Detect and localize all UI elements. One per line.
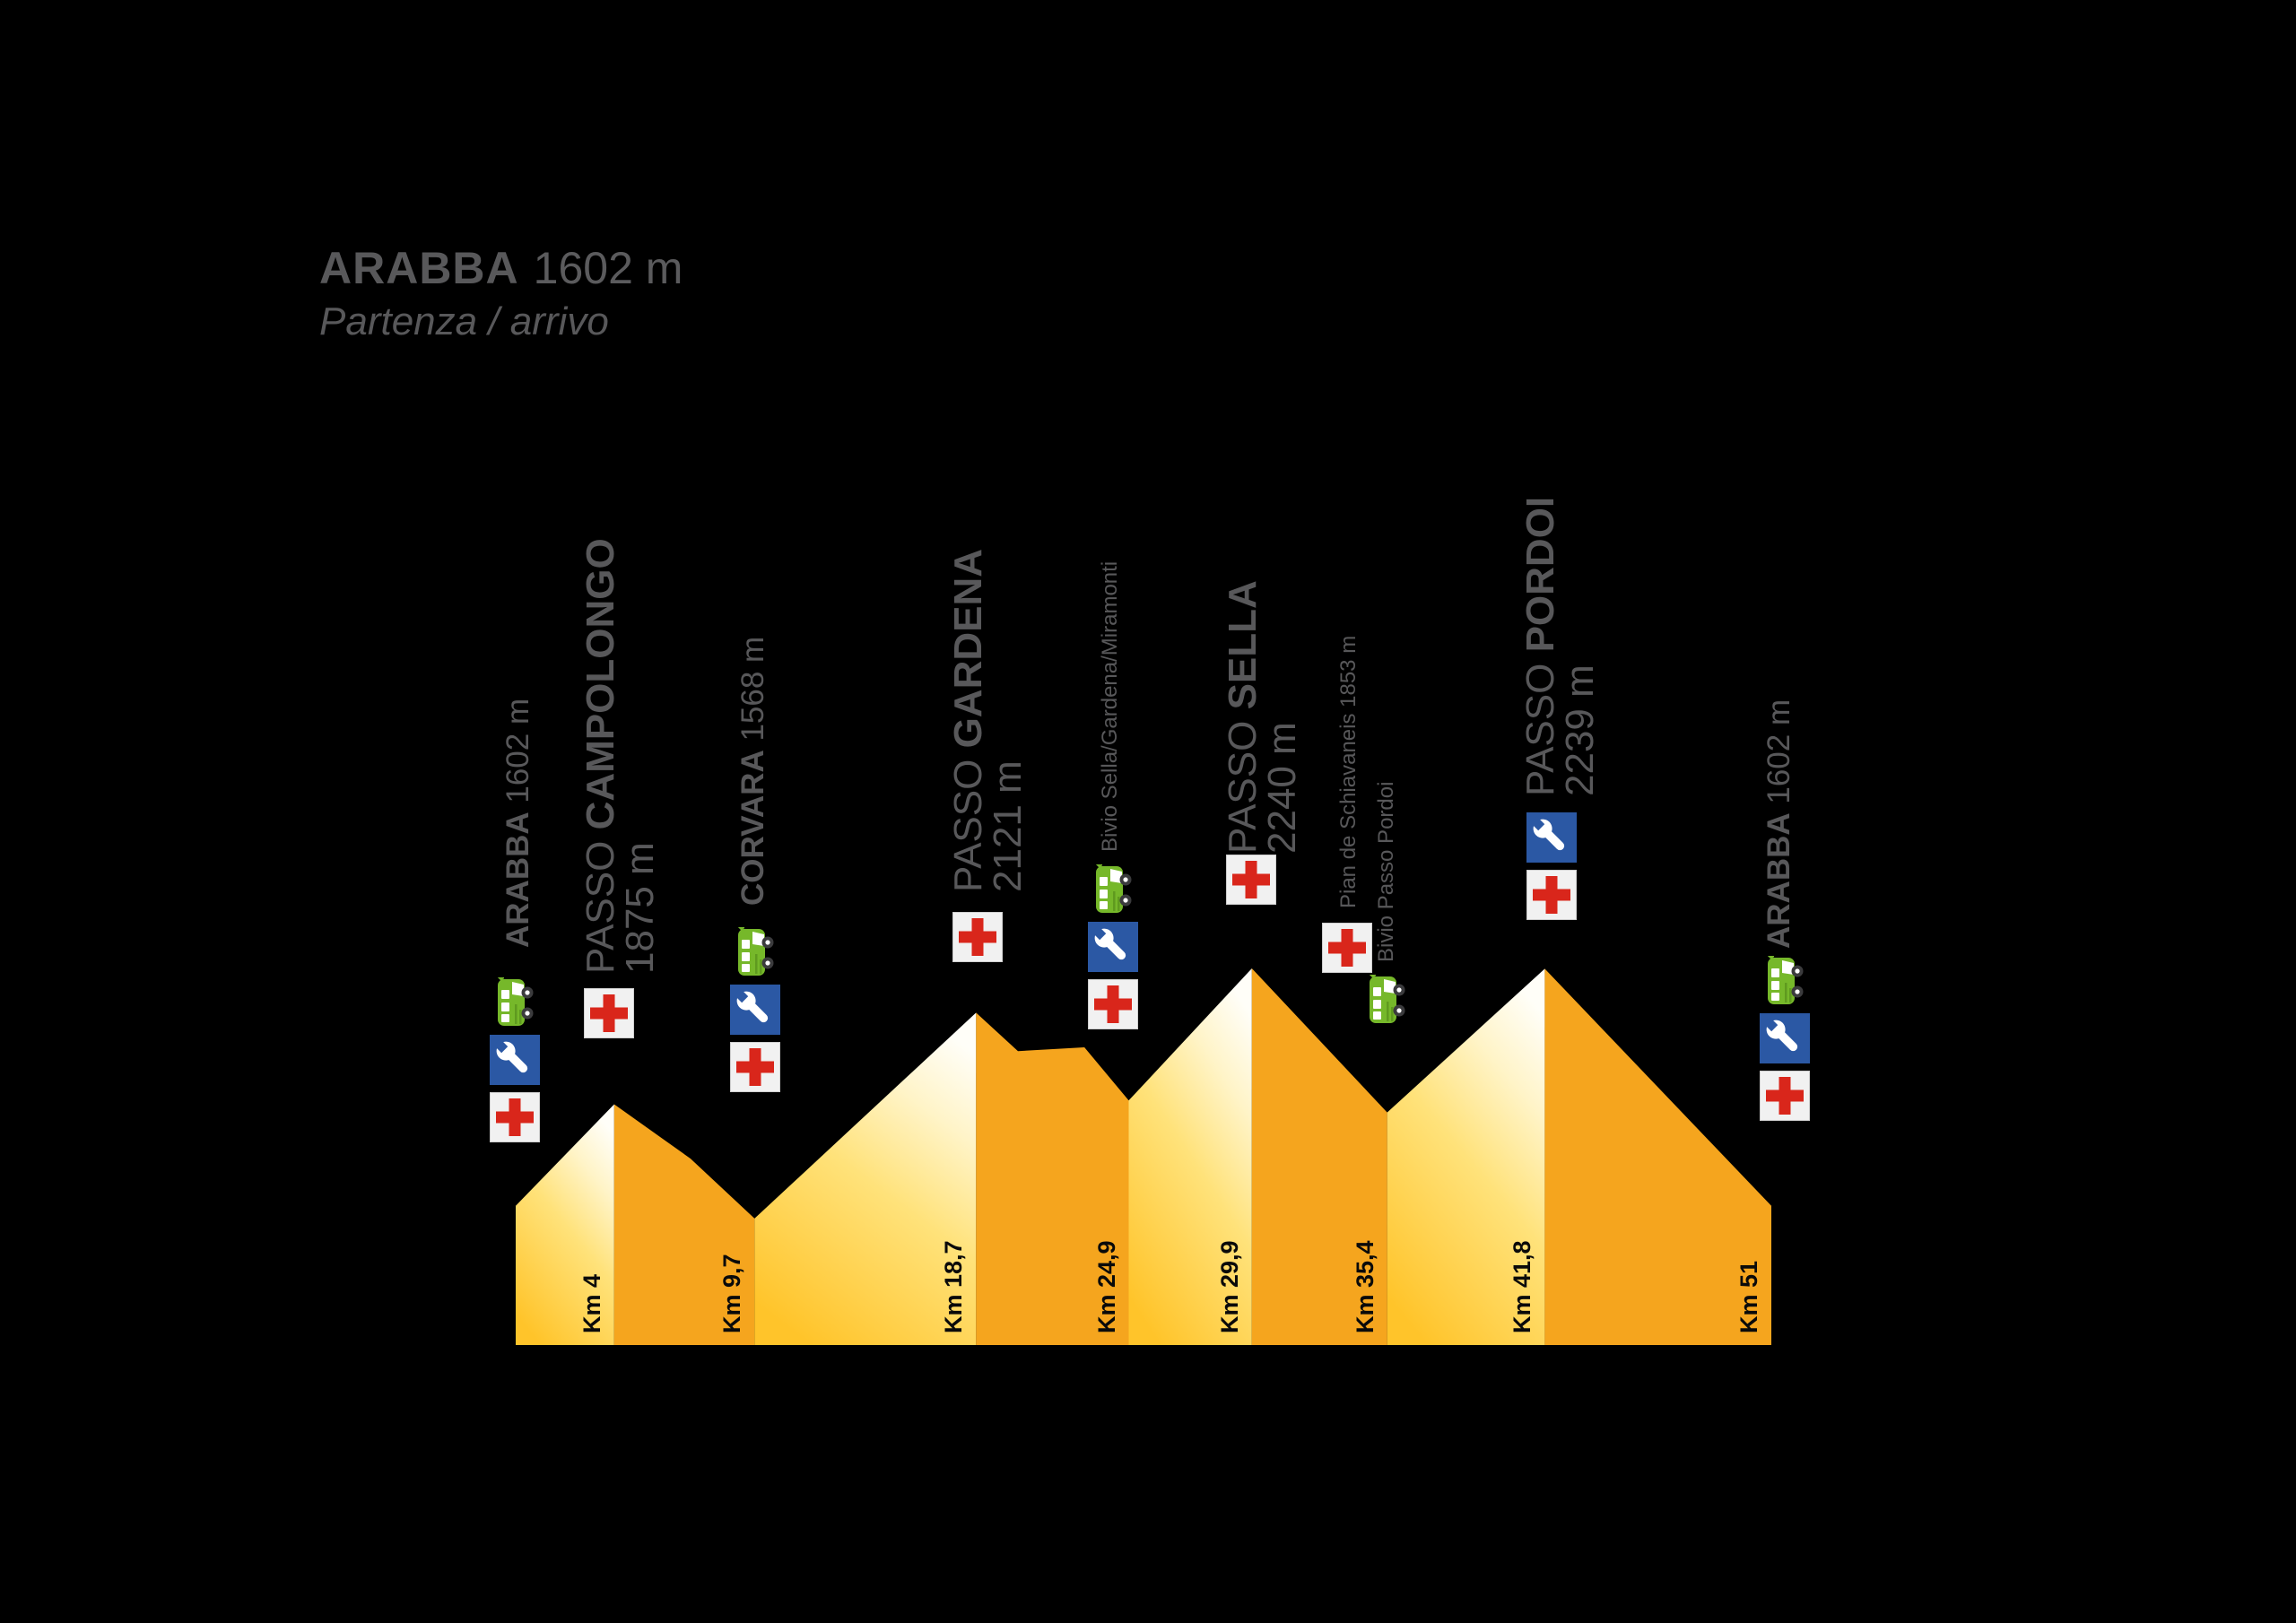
- first-aid-cross-icon: [1322, 923, 1372, 973]
- waypoint-name: PASSO CAMPOLONGO: [578, 538, 622, 974]
- waypoint-name: ARABBA 1602 m: [1761, 699, 1796, 949]
- waypoint-name-bold: CAMPOLONGO: [578, 538, 622, 830]
- title-line: ARABBA 1602 m: [319, 244, 683, 292]
- first-aid-cross-icon: [584, 988, 634, 1038]
- waypoint-name-regular: PASSO: [578, 829, 622, 974]
- first-aid-cross-icon: [1088, 979, 1138, 1029]
- bus-icon: [1760, 956, 1810, 1006]
- wrench-icon: [1760, 1013, 1810, 1063]
- waypoint-name-bold: SELLA: [1221, 580, 1265, 710]
- waypoint-elevation-inline: 1602 m: [500, 698, 535, 812]
- waypoint-label: PASSO SELLA 2240 m: [1221, 580, 1304, 854]
- waypoint-label: PASSO CAMPOLONGO 1875 m: [578, 538, 662, 974]
- waypoint-name: Bivio Sella/Gardena/Miramonti: [1098, 561, 1122, 852]
- waypoint-name-regular: Bivio Sella/Gardena/Miramonti: [1098, 560, 1122, 852]
- wrench-icon: [1088, 922, 1138, 972]
- waypoint-label: ARABBA 1602 m: [1761, 699, 1796, 949]
- waypoint-label: Bivio Passo Pordoi: [1374, 782, 1398, 962]
- start-location-name: ARABBA: [319, 243, 519, 293]
- waypoint-elevation-inline: 1602 m: [1761, 699, 1796, 813]
- bus-icon: [730, 927, 780, 977]
- first-aid-cross-icon: [730, 1042, 780, 1092]
- km-marker-label: Km 24,9: [1092, 1240, 1120, 1333]
- waypoint-name: CORVARA 1568 m: [735, 636, 770, 906]
- km-marker-label: Km 35,4: [1351, 1240, 1378, 1333]
- first-aid-cross-icon: [490, 1092, 540, 1142]
- title-block: ARABBA 1602 m Partenza / arrivo: [319, 244, 683, 344]
- km-marker-label: Km 4: [578, 1273, 605, 1333]
- descent-face-7: [1544, 968, 1771, 1345]
- first-aid-cross-icon: [1526, 870, 1577, 920]
- subtitle: Partenza / arrivo: [319, 299, 609, 343]
- waypoint-label: Pian de Schiavaneis 1853 m: [1336, 636, 1361, 908]
- km-marker-label: Km 29,9: [1215, 1240, 1243, 1333]
- start-location-elevation: 1602 m: [533, 243, 683, 293]
- descent-face-1: [613, 1104, 755, 1345]
- waypoint-elevation-inline: 1568 m: [735, 636, 770, 751]
- waypoint-name-regular: PASSO: [1221, 709, 1265, 854]
- ascent-face-0: [516, 1104, 614, 1345]
- waypoint-label: CORVARA 1568 m: [735, 636, 770, 906]
- bus-icon: [1361, 975, 1412, 1025]
- wrench-icon: [730, 985, 780, 1035]
- waypoint-name-regular: Bivio Passo Pordoi: [1374, 781, 1398, 962]
- first-aid-cross-icon: [1226, 855, 1276, 905]
- waypoint-elevation: 2240 m: [1260, 722, 1304, 854]
- waypoint-label: Bivio Sella/Gardena/Miramonti: [1098, 561, 1122, 852]
- bus-icon: [1088, 864, 1138, 915]
- waypoint-name-regular: PASSO: [1518, 652, 1562, 796]
- waypoint-name-regular: Pian de Schiavaneis 1853 m: [1336, 635, 1361, 908]
- waypoint-name-bold: CORVARA: [735, 750, 770, 906]
- km-marker-label: Km 51: [1735, 1260, 1762, 1333]
- waypoint-name-bold: PORDOI: [1518, 496, 1562, 653]
- waypoint-label: PASSO PORDOI 2239 m: [1518, 496, 1602, 796]
- km-marker-label: Km 18,7: [940, 1240, 968, 1333]
- waypoint-name: Pian de Schiavaneis 1853 m: [1336, 636, 1361, 908]
- wrench-icon: [490, 1035, 540, 1085]
- waypoint-name: Bivio Passo Pordoi: [1374, 782, 1398, 962]
- first-aid-cross-icon: [952, 912, 1003, 962]
- ascent-face-6: [1387, 968, 1545, 1345]
- waypoint-name-regular: PASSO: [946, 748, 990, 892]
- km-marker-label: Km 41,8: [1509, 1240, 1536, 1333]
- first-aid-cross-icon: [1760, 1071, 1810, 1121]
- waypoint-name-bold: ARABBA: [1761, 812, 1796, 949]
- wrench-icon: [1526, 812, 1577, 863]
- descent-face-3: [976, 1012, 1129, 1345]
- waypoint-name: PASSO GARDENA: [946, 548, 990, 892]
- waypoint-label: ARABBA 1602 m: [500, 698, 535, 948]
- ascent-face-2: [754, 1012, 977, 1345]
- km-marker-label: Km 9,7: [718, 1254, 746, 1333]
- waypoint-name-bold: ARABBA: [500, 812, 535, 948]
- ascent-face-4: [1128, 968, 1252, 1345]
- bus-icon: [490, 977, 540, 1028]
- waypoint-elevation: 2121 m: [986, 760, 1030, 892]
- waypoint-name: PASSO PORDOI: [1518, 496, 1562, 796]
- waypoint-elevation: 1875 m: [618, 842, 662, 974]
- waypoint-name: PASSO SELLA: [1221, 580, 1265, 854]
- descent-face-5: [1251, 968, 1387, 1345]
- waypoint-name-bold: GARDENA: [946, 548, 990, 749]
- waypoint-name: ARABBA 1602 m: [500, 698, 535, 948]
- waypoint-label: PASSO GARDENA 2121 m: [946, 548, 1030, 892]
- waypoint-elevation: 2239 m: [1558, 664, 1602, 796]
